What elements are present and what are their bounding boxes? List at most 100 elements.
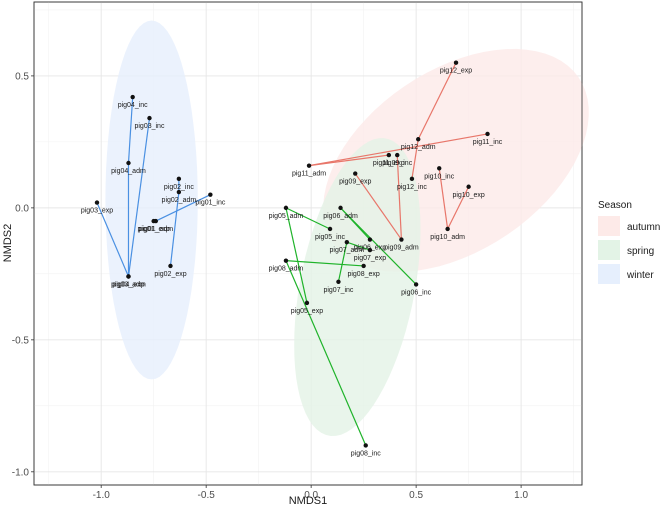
point-pig09_adm [399, 237, 404, 242]
y-tick-label: 0.5 [15, 71, 29, 82]
point-pig11_exp [386, 152, 392, 158]
point-label-pig12_exp: pig12_exp [440, 68, 472, 75]
point-pig06_adm [338, 205, 343, 211]
ellipse-winter [105, 20, 198, 380]
point-label-pig01_inc: pig01_inc [195, 200, 225, 207]
x-tick-label: -0.5 [198, 490, 216, 501]
legend-title: Season [598, 200, 632, 211]
segment-winter [169, 191, 180, 267]
segments [96, 62, 488, 446]
point-pig06_inc [413, 282, 419, 287]
y-axis: -1.0 -0.5 0.0 0.5 [12, 71, 34, 478]
point-label-pig04_inc: pig04_inc [118, 102, 148, 109]
panel-border [33, 1, 583, 486]
point-pig07_adm [344, 239, 350, 245]
point-pig05_exp [304, 300, 310, 306]
point-pig10_inc [437, 166, 442, 171]
x-tick-label: 0.5 [409, 490, 423, 501]
point-pig02_adm [176, 189, 182, 195]
legend-key-winter [598, 264, 620, 284]
point-pig09_inc [395, 152, 400, 158]
segment-autumn [417, 62, 457, 140]
point-label-pig08_adm: pig08_adm [269, 266, 304, 273]
point-label-pig11_inc: pig11_inc [473, 139, 503, 146]
point-pig05_inc [327, 226, 333, 232]
point-label-pig02_adm: pig02_adm [162, 197, 197, 204]
legend-items: autumn spring winter [598, 216, 660, 284]
legend-label-spring: spring [627, 246, 654, 257]
point-label-pig09_exp: pig09_exp [339, 179, 371, 186]
point-label-pig11_exp: pig11_exp [373, 160, 405, 167]
segment-spring [346, 241, 371, 251]
legend: Season autumn spring winter [598, 200, 660, 284]
point-label-pig04_exp: pig04_exp [112, 281, 144, 288]
segment-winter [127, 96, 134, 164]
point-pig02_inc [176, 176, 182, 182]
point-label-pig12_adm: pig12_adm [401, 144, 436, 151]
segment-spring [285, 260, 367, 446]
point-pig07_inc [336, 279, 341, 284]
point-pig12_exp [453, 60, 459, 65]
y-tick-label: 0.0 [15, 203, 29, 214]
point-label-pig09_inc: pig09_inc [382, 160, 412, 167]
point-label-pig02_inc: pig02_inc [164, 184, 194, 191]
point-pig06_exp [367, 237, 373, 242]
segment-spring [285, 260, 364, 267]
segment-spring [285, 207, 331, 230]
point-pig02_exp [168, 263, 173, 269]
segment-autumn [354, 173, 402, 240]
point-label-pig05_exp: pig05_exp [291, 308, 323, 315]
point-pig01_exp [151, 218, 156, 224]
point-label-pig10_inc: pig10_inc [424, 173, 454, 180]
point-pig11_adm [306, 163, 312, 168]
legend-key-autumn [598, 216, 620, 236]
point-label-pig10_adm: pig10_adm [430, 234, 465, 241]
y-tick-label: -0.5 [12, 335, 30, 346]
legend-label-autumn: autumn [627, 222, 660, 233]
point-label-pig10_exp: pig10_exp [452, 192, 484, 199]
point-pig10_exp [466, 184, 471, 189]
segment-winter [155, 194, 211, 222]
point-label-pig02_exp: pig02_exp [154, 271, 186, 278]
point-label-pig06_adm: pig06_adm [323, 213, 358, 220]
point-label-pig08_inc: pig08_inc [351, 450, 381, 457]
point-label-pig03_inc: pig03_inc [134, 123, 164, 130]
legend-key-spring [598, 240, 620, 260]
point-label-pig07_adm: pig07_adm [330, 247, 365, 254]
segment-autumn [411, 139, 419, 179]
point-label-pig05_inc: pig05_inc [315, 234, 345, 241]
point-label-pig01_exp: pig01_exp [138, 226, 170, 233]
y-tick-label: -1.0 [12, 467, 30, 478]
point-pig07_exp [367, 247, 373, 253]
point-label-pig09_adm: pig09_adm [384, 245, 419, 252]
point-pig01_inc [208, 192, 213, 197]
point-label-pig01_adm: pig01_adm [138, 226, 173, 233]
point-pig12_inc [409, 176, 415, 182]
point-label-pig11_adm: pig11_adm [292, 171, 326, 178]
point-pig09_exp [353, 171, 358, 176]
point-pig08_adm [283, 258, 289, 263]
segment-winter [127, 118, 151, 277]
segment-autumn [447, 186, 470, 230]
point-label-pig05_adm: pig05_adm [269, 213, 304, 220]
point-pig08_inc [363, 443, 368, 448]
x-axis: -1.0 -0.5 0.0 0.5 1.0 [93, 485, 528, 501]
point-label-pig04_adm: pig04_adm [111, 168, 146, 175]
point-label-pig07_inc: pig07_inc [323, 287, 353, 294]
segment-autumn [438, 168, 449, 230]
legend-label-winter: winter [626, 270, 654, 281]
segment-winter [96, 202, 130, 277]
point-label-pig03_exp: pig03_exp [81, 208, 113, 215]
x-tick-label: 0.0 [304, 490, 318, 501]
point-pig03_inc [147, 115, 152, 121]
ellipse-spring [294, 138, 421, 436]
y-axis-title: NMDS2 [2, 224, 14, 263]
point-pig05_adm [283, 205, 289, 211]
point-pig11_inc [485, 131, 490, 137]
point-label-pig12_inc: pig12_inc [397, 184, 427, 191]
point-label-pig06_exp: pig06_exp [354, 245, 386, 252]
point-label-pig03_adm: pig03_adm [111, 281, 146, 288]
point-pig04_exp [126, 274, 131, 279]
